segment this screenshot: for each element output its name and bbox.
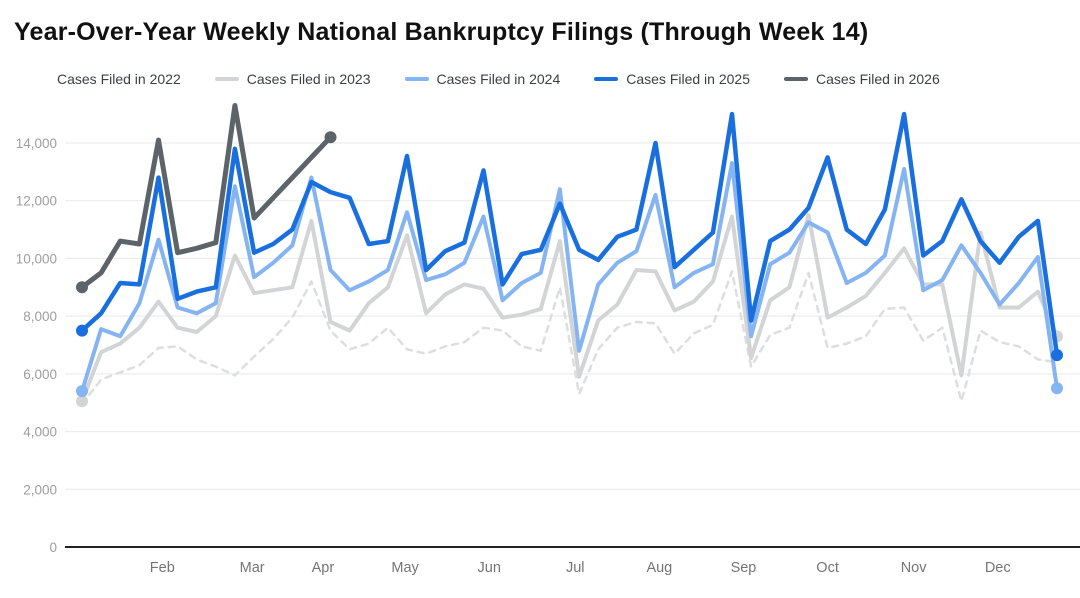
x-axis-label: May bbox=[391, 560, 419, 576]
series-line-2022 bbox=[80, 270, 1059, 406]
y-axis-label: 6,000 bbox=[23, 367, 57, 382]
chart-legend: Cases Filed in 2022 Cases Filed in 2023 Ca… bbox=[25, 71, 940, 87]
y-axis-label: 2,000 bbox=[23, 482, 57, 497]
legend-label: Cases Filed in 2024 bbox=[436, 71, 561, 87]
series-line-2024 bbox=[80, 161, 1059, 394]
legend-swatch-icon bbox=[214, 77, 239, 81]
x-axis-label: Oct bbox=[816, 560, 839, 576]
series-endpoint-dot-2025 bbox=[76, 324, 88, 337]
series-endpoint-dot-2025 bbox=[1050, 349, 1063, 362]
x-axis-label: Sep bbox=[731, 560, 757, 576]
x-axis-label: Feb bbox=[150, 560, 175, 576]
x-axis-label: Aug bbox=[646, 560, 672, 576]
series-endpoint-dot-2024 bbox=[1050, 382, 1063, 395]
series-endpoint-dot-2024 bbox=[76, 385, 88, 398]
legend-swatch-icon bbox=[594, 77, 619, 81]
legend-label: Cases Filed in 2022 bbox=[57, 71, 181, 87]
legend-swatch-icon bbox=[404, 77, 429, 81]
series-line-2025 bbox=[79, 111, 1060, 358]
x-axis-label: Jul bbox=[566, 560, 585, 576]
y-axis-label: 14,000 bbox=[16, 136, 57, 151]
legend-item-2024: Cases Filed in 2024 bbox=[404, 71, 561, 87]
y-axis-label: 10,000 bbox=[16, 251, 57, 266]
series-line-2026 bbox=[79, 103, 333, 290]
y-axis-label: 8,000 bbox=[23, 309, 57, 324]
x-axis-label: Apr bbox=[312, 560, 335, 576]
chart-title: Year-Over-Year Weekly National Bankruptc… bbox=[14, 18, 869, 46]
legend-item-2026: Cases Filed in 2026 bbox=[784, 71, 940, 87]
series-endpoint-dot-2023 bbox=[76, 395, 88, 408]
x-axis-label: Nov bbox=[901, 560, 928, 576]
series-endpoint-dot-2026 bbox=[76, 281, 88, 294]
x-axis-label: Jun bbox=[478, 560, 501, 576]
legend-swatch-icon bbox=[784, 77, 808, 81]
y-axis-label: 4,000 bbox=[23, 425, 57, 440]
legend-label: Cases Filed in 2023 bbox=[246, 71, 371, 87]
x-axis-label: Mar bbox=[240, 560, 265, 576]
x-axis-label: Dec bbox=[985, 560, 1011, 576]
legend-item-2022: Cases Filed in 2022 bbox=[25, 71, 181, 87]
legend-item-2025: Cases Filed in 2025 bbox=[594, 71, 750, 87]
legend-label: Cases Filed in 2025 bbox=[626, 71, 750, 87]
y-axis-label: 12,000 bbox=[16, 194, 57, 209]
legend-label: Cases Filed in 2026 bbox=[816, 71, 940, 87]
y-axis-label: 0 bbox=[49, 540, 57, 555]
legend-item-2023: Cases Filed in 2023 bbox=[214, 71, 371, 87]
series-endpoint-dot-2026 bbox=[324, 131, 337, 144]
series-line-2023 bbox=[80, 213, 1059, 404]
